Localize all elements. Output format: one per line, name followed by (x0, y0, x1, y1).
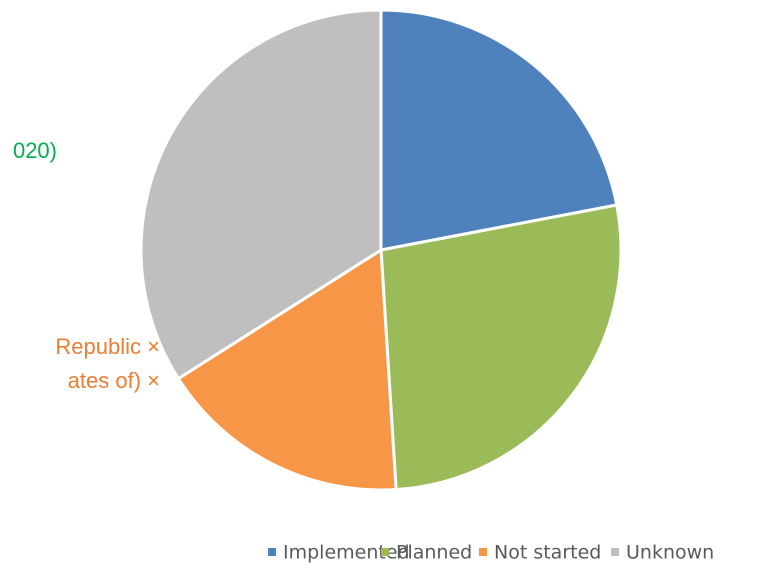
pie-slice (379, 203, 623, 492)
legend-label: Not started (494, 542, 601, 564)
annotation: 020) (13, 138, 57, 163)
pie-slice (176, 247, 398, 492)
legend-label: Unknown (626, 542, 714, 564)
legend-swatch (479, 548, 487, 556)
legend-swatch (381, 548, 389, 556)
legend-label: Implemented (283, 542, 410, 564)
legend-swatch (611, 548, 619, 556)
pie-slice (379, 8, 619, 252)
legend-label: Planned (396, 542, 472, 564)
annotation: Republic × (55, 334, 160, 359)
annotation: ates of) × (68, 368, 160, 393)
pie-slice (139, 8, 383, 381)
legend-swatch (268, 548, 276, 556)
